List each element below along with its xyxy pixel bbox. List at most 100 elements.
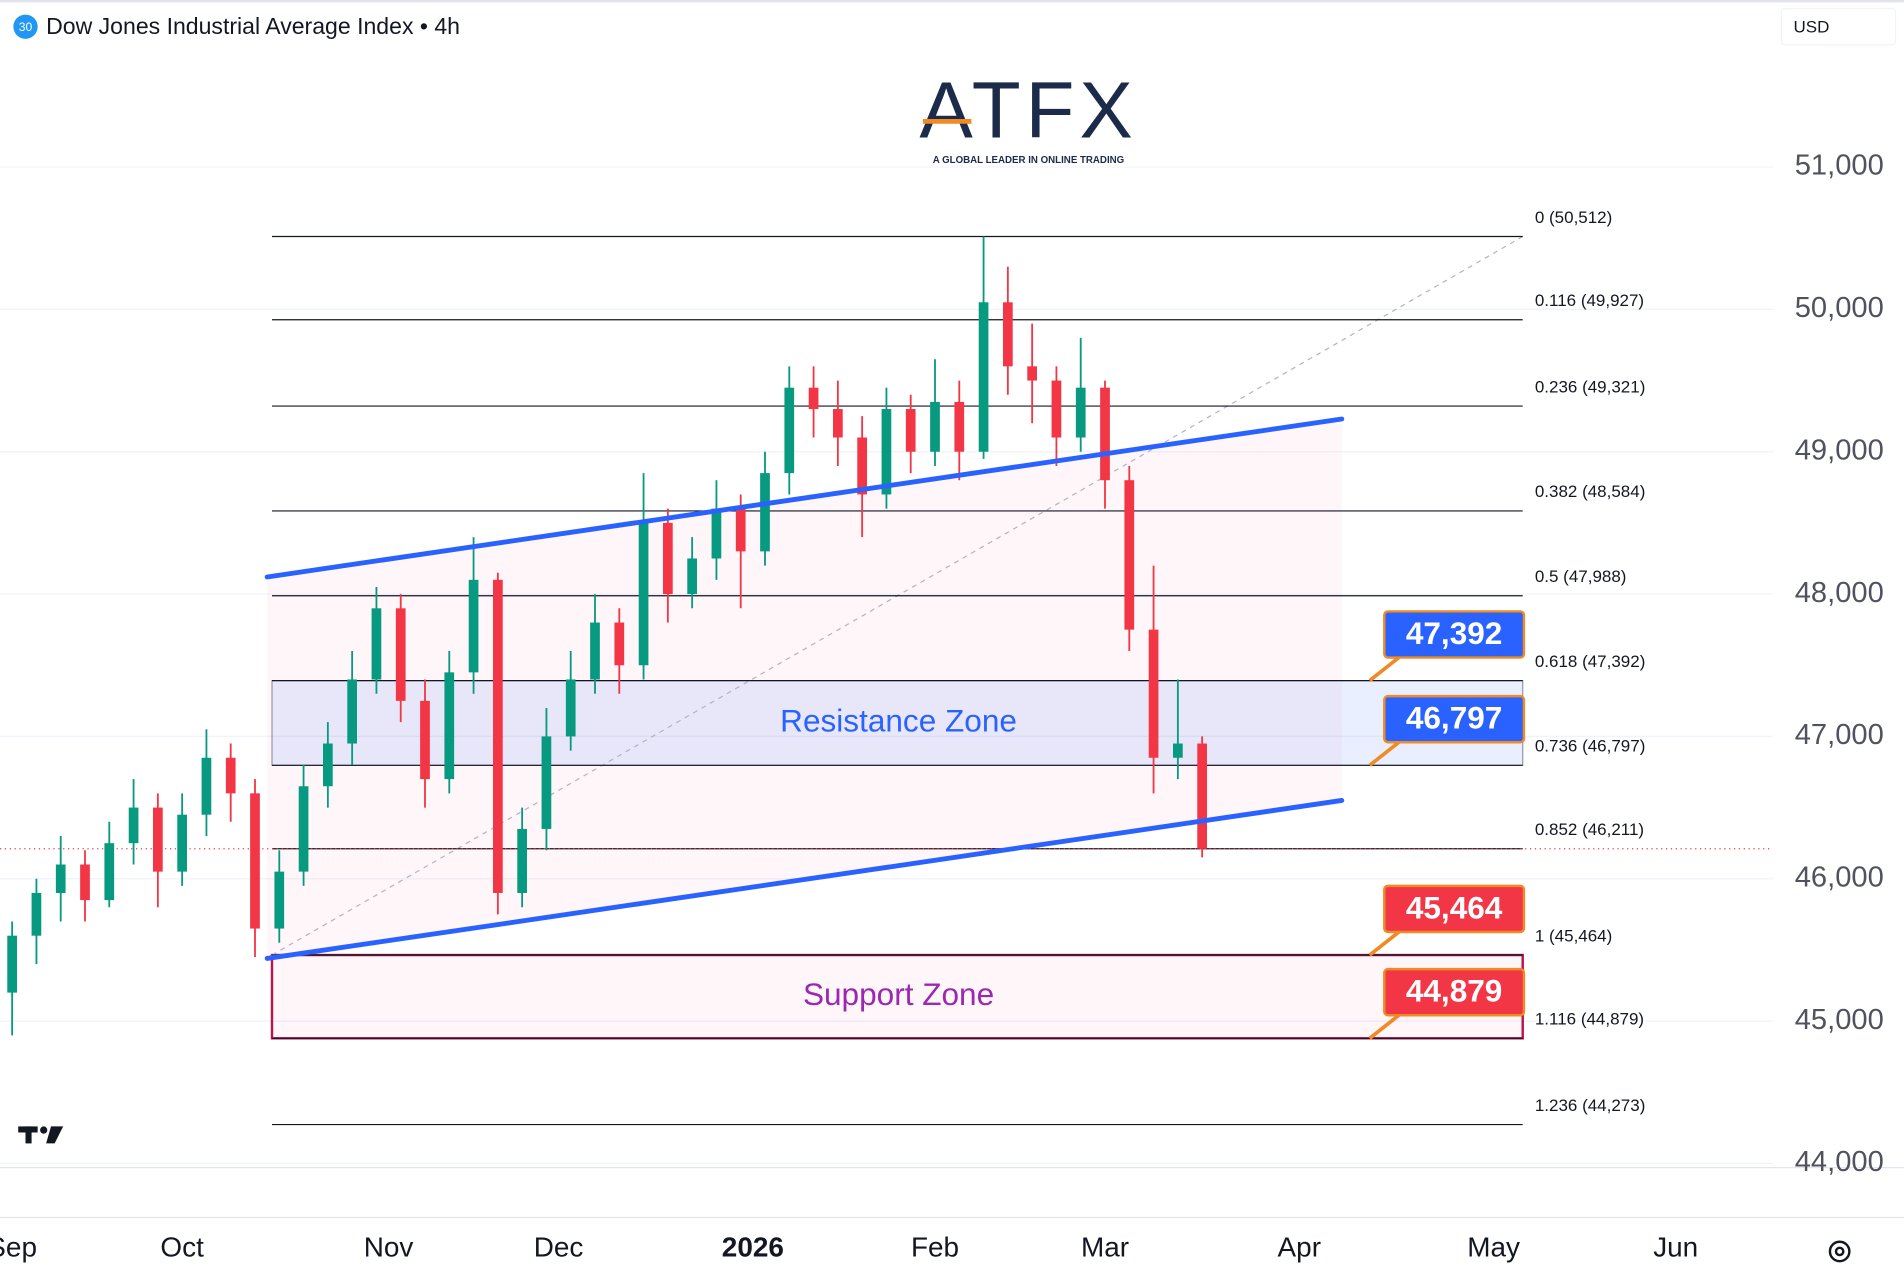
price-tag [1383, 884, 1526, 934]
price-tag-label: 44,879 [1406, 973, 1503, 1009]
candle-body [274, 871, 285, 929]
currency[interactable]: USD [1794, 17, 1830, 36]
x-tick-label: Sep [0, 1231, 37, 1262]
candle-body [250, 793, 260, 929]
fib-label: 0.618 (47,392) [1535, 652, 1646, 671]
candle-body [663, 522, 673, 595]
candle-body [541, 736, 552, 829]
candle-body [638, 522, 649, 666]
candle-body [80, 864, 90, 901]
y-tick-label: 51,000 [1795, 150, 1884, 182]
fib-label: 1 (45,464) [1535, 926, 1612, 945]
candle-body [711, 508, 722, 559]
x-tick-label: Oct [160, 1231, 204, 1262]
candle-body [833, 409, 843, 438]
candle-body [1027, 366, 1037, 381]
logo: ATFX [919, 65, 1137, 155]
candle-body [1197, 743, 1207, 849]
candle-body [55, 864, 66, 893]
candle-body [128, 807, 139, 844]
zone-label: Resistance Zone [780, 702, 1017, 738]
candle-body [395, 608, 406, 701]
price-tag-label: 47,392 [1406, 615, 1503, 651]
candle-body [565, 679, 576, 737]
candle-body [225, 757, 236, 794]
channel-lower [264, 798, 1345, 961]
price-tag [1383, 967, 1526, 1017]
candle-body [323, 743, 333, 787]
x-tick-label: Feb [911, 1231, 959, 1262]
candle-body [881, 409, 892, 495]
chart-title[interactable]: Dow Jones Industrial Average Index • 4h [46, 13, 460, 39]
channel-upper [264, 416, 1345, 580]
symbol-badge [13, 14, 38, 39]
x-tick-label: Apr [1278, 1231, 1321, 1262]
candle-body [371, 608, 382, 680]
zone-label: Support Zone [803, 976, 994, 1012]
x-tick-label: May [1467, 1231, 1520, 1262]
x-tick-label: 2026 [722, 1231, 784, 1262]
y-tick-label: 46,000 [1795, 861, 1884, 893]
tag-pointer [1368, 656, 1400, 683]
price-tag-label: 45,464 [1406, 889, 1503, 925]
candle-body [420, 700, 430, 780]
candle-body [784, 387, 795, 474]
y-tick-label: 49,000 [1795, 434, 1884, 466]
plot-area: Resistance Zone Support Zone 0 (50,512) 0.1… [0, 166, 1773, 1165]
candle-body [298, 786, 309, 872]
x-tick-label: Dec [534, 1231, 584, 1262]
tag-pointer [1368, 740, 1400, 767]
candle-body [590, 622, 600, 680]
candle-body [1003, 302, 1013, 367]
fib-label: 0 (50,512) [1535, 208, 1612, 227]
channel-fill [267, 419, 1342, 959]
candle-body [493, 579, 503, 893]
candle-body [153, 807, 163, 872]
x-tick-label: Jun [1653, 1231, 1698, 1262]
candle-body [517, 828, 527, 893]
candle-body [978, 302, 989, 452]
candle-body [104, 843, 115, 901]
candle-body [808, 387, 819, 410]
y-tick-label: 48,000 [1795, 577, 1884, 609]
symbol-badge-text: 30 [19, 20, 33, 34]
fib-label: 1.116 (44,879) [1535, 1010, 1644, 1029]
candle-body [1100, 387, 1110, 481]
candle-body [1124, 480, 1135, 630]
fib-label: 0.116 (49,927) [1535, 291, 1644, 310]
x-tick-label: Nov [364, 1231, 414, 1262]
fib-label: 0.736 (46,797) [1535, 737, 1646, 756]
settings-icon[interactable] [1828, 1240, 1851, 1263]
candle-body [614, 622, 625, 666]
candle-body [177, 814, 187, 872]
fib-label: 0.382 (48,584) [1535, 482, 1646, 501]
candle-body [444, 672, 455, 780]
candle-body [347, 679, 357, 744]
candle-body [687, 558, 697, 595]
candle-body [7, 935, 17, 993]
price-tag-label: 46,797 [1406, 700, 1503, 736]
fib-label: 0.5 (47,988) [1535, 567, 1627, 586]
price-tag [1383, 610, 1526, 659]
candle-body [905, 409, 916, 452]
fib-label: 0.236 (49,321) [1535, 377, 1646, 396]
candle-body [735, 508, 746, 552]
tag-pointer [1368, 1013, 1400, 1040]
price-tag [1383, 694, 1526, 744]
x-tick-label: Mar [1081, 1231, 1129, 1262]
tag-pointer [1368, 930, 1400, 957]
fib-label: 1.236 (44,273) [1535, 1096, 1646, 1115]
candle-body [857, 437, 867, 495]
y-tick-label: 45,000 [1795, 1004, 1884, 1036]
candle-body [760, 473, 770, 552]
candle-body [31, 892, 42, 936]
y-tick-label: 50,000 [1795, 292, 1884, 324]
candle-body [1148, 629, 1159, 758]
currency-button[interactable] [1780, 7, 1897, 46]
candle-body [1051, 380, 1062, 438]
candle-body [468, 579, 479, 673]
logo-tagline: A GLOBAL LEADER IN ONLINE TRADING [933, 155, 1124, 166]
candle-body [201, 757, 212, 815]
